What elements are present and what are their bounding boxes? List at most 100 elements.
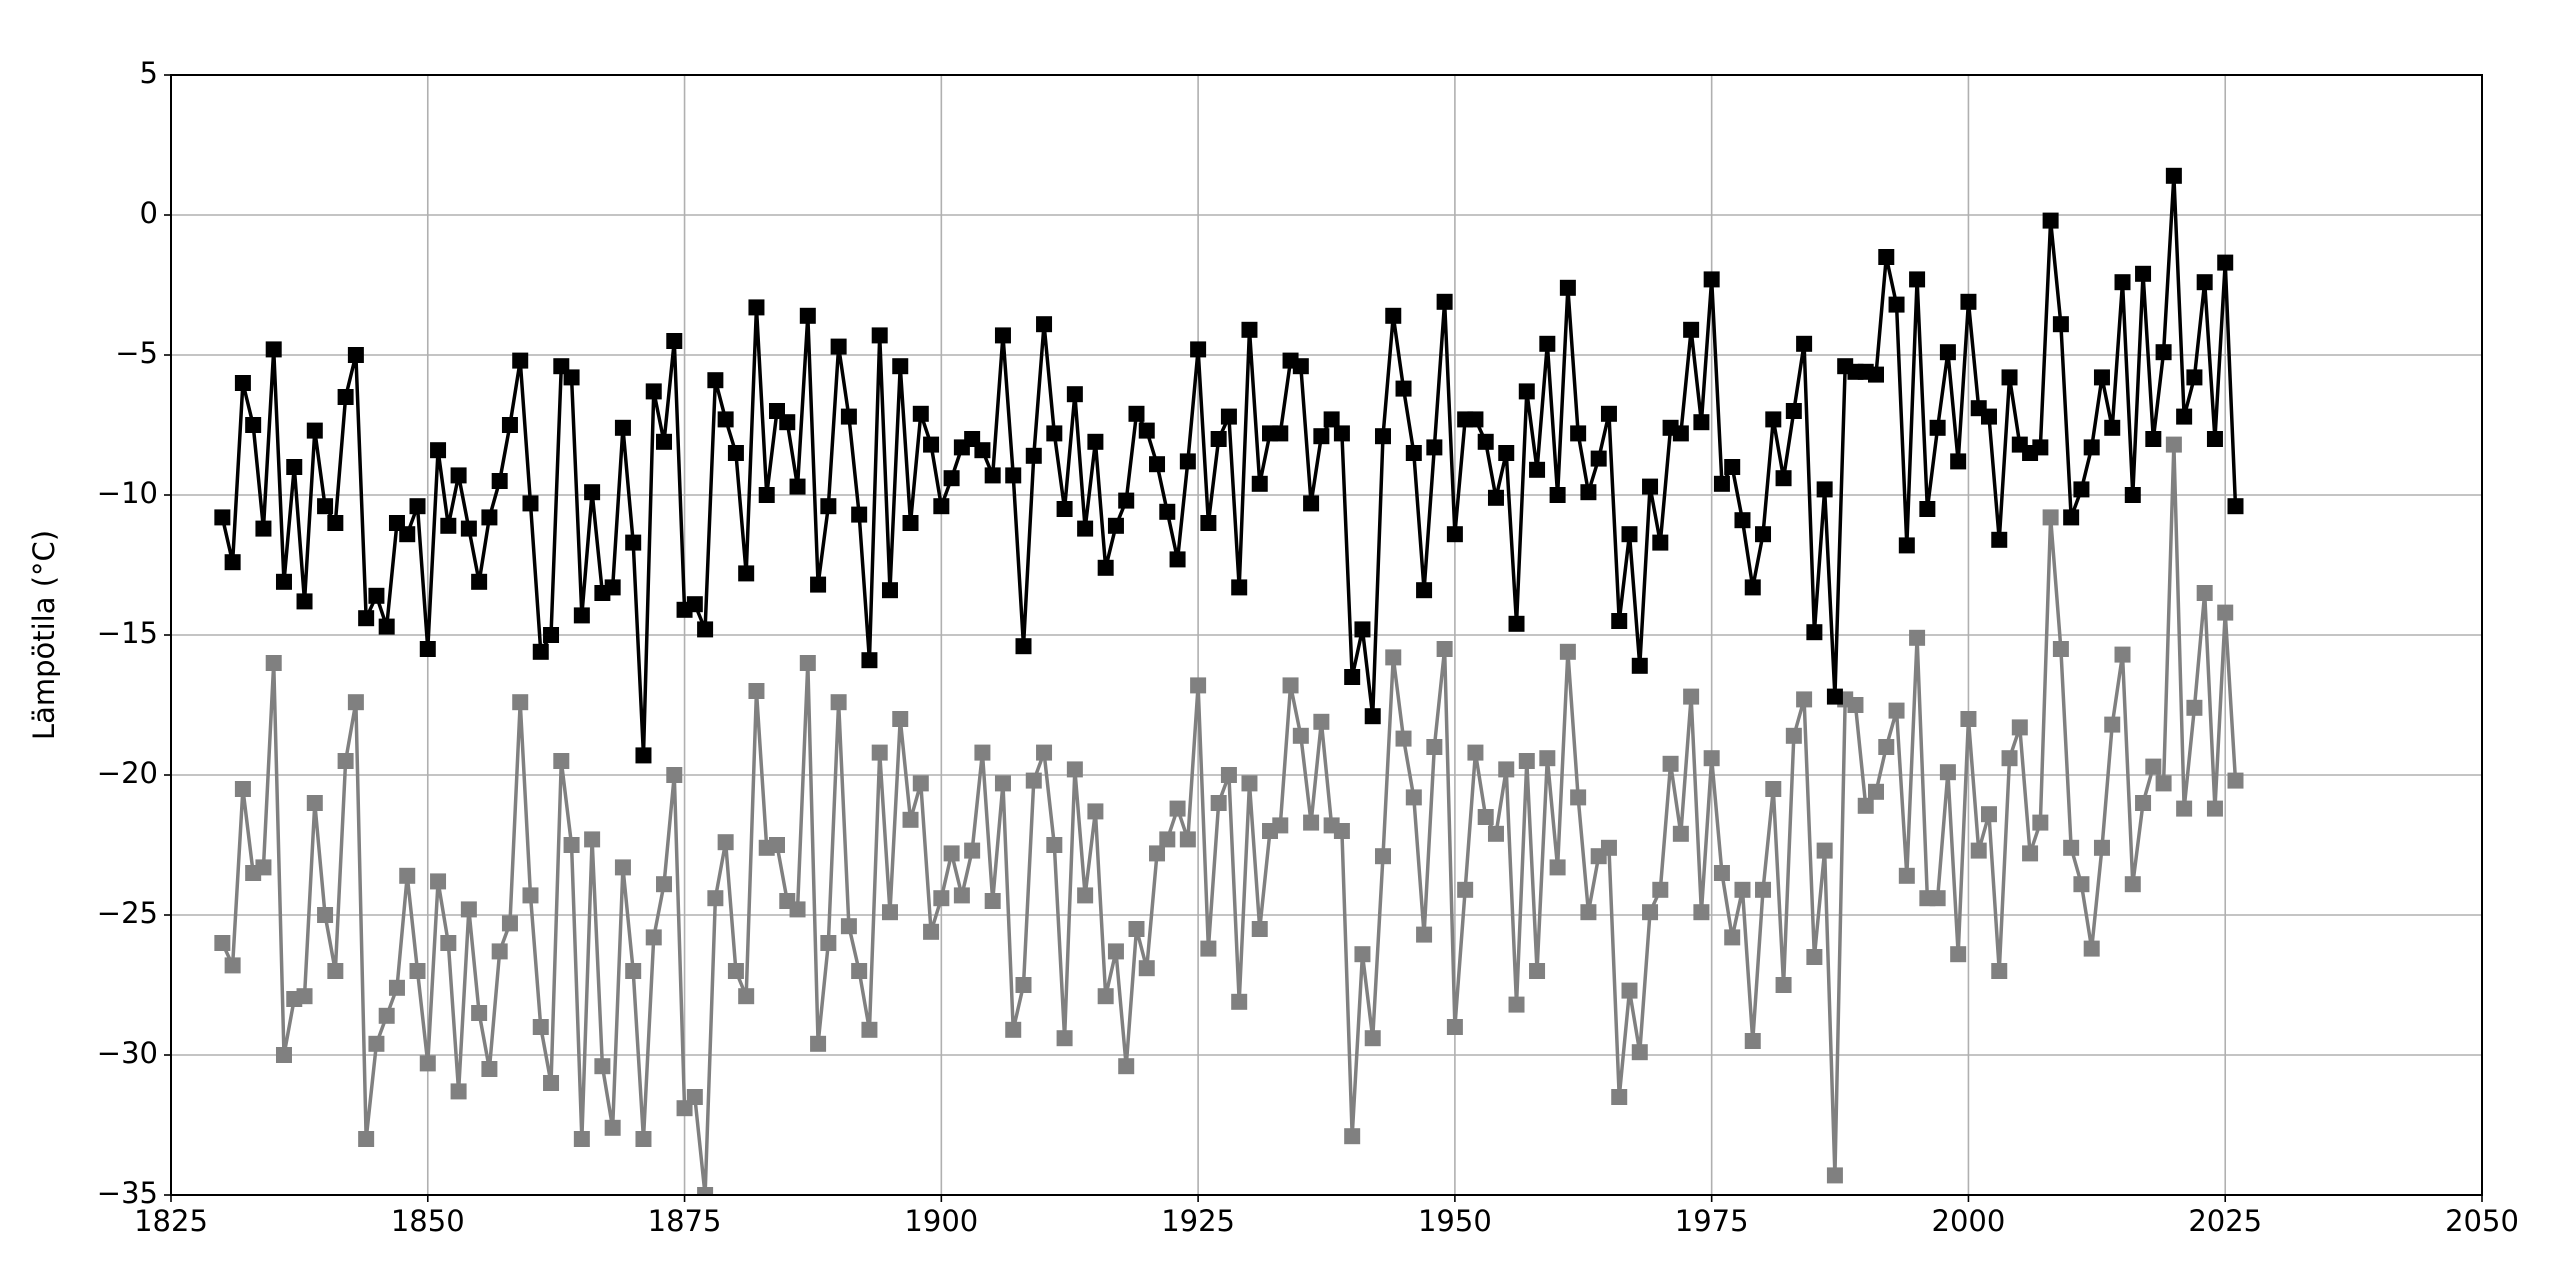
x-tick-label: 1850	[391, 1204, 465, 1238]
marker	[1036, 744, 1053, 761]
marker	[1025, 447, 1042, 464]
marker	[686, 1089, 703, 1105]
marker	[1765, 781, 1782, 797]
axes: 1825 1850 1875 1900 1925 1950 1975 2000 2025 2050…	[97, 56, 2519, 1238]
marker	[2083, 940, 2100, 957]
marker	[912, 775, 929, 792]
marker	[1980, 408, 1997, 425]
marker	[1303, 814, 1320, 831]
marker	[1888, 296, 1905, 313]
y-tick-label: −5	[115, 336, 158, 370]
marker	[306, 795, 323, 811]
marker	[727, 445, 744, 461]
marker	[2155, 775, 2172, 792]
y-tick-label: −20	[97, 756, 158, 790]
marker	[1796, 335, 1813, 352]
marker	[625, 963, 642, 979]
marker	[984, 467, 1001, 484]
series-line	[220, 174, 2238, 758]
marker	[871, 744, 888, 761]
marker	[656, 433, 673, 450]
marker	[1950, 453, 1967, 470]
marker	[830, 338, 847, 355]
marker	[1118, 1058, 1135, 1075]
marker	[1631, 1044, 1648, 1061]
marker	[1498, 761, 1515, 778]
marker	[2032, 439, 2049, 456]
marker	[1241, 321, 1258, 338]
marker	[471, 1005, 488, 1021]
marker	[409, 963, 426, 979]
marker	[2186, 369, 2203, 386]
y-tick-label: −35	[97, 1176, 158, 1210]
marker	[1128, 921, 1145, 937]
marker	[707, 372, 724, 389]
marker	[1272, 817, 1289, 834]
marker	[368, 1035, 385, 1052]
marker	[1631, 657, 1648, 674]
marker	[1149, 845, 1166, 862]
marker	[275, 1047, 292, 1063]
marker	[923, 436, 940, 453]
marker	[1056, 501, 1073, 517]
plot-area	[214, 167, 2244, 1195]
marker	[1662, 755, 1679, 772]
marker	[440, 935, 457, 951]
y-tick-label: −10	[97, 476, 158, 510]
marker	[820, 498, 837, 515]
marker	[1580, 484, 1597, 501]
marker	[1549, 859, 1566, 876]
marker	[317, 498, 334, 515]
marker	[1149, 456, 1166, 473]
x-tick-label: 2025	[2188, 1204, 2262, 1238]
marker	[1128, 405, 1145, 422]
marker	[2052, 641, 2069, 657]
marker	[1744, 579, 1761, 596]
marker	[399, 526, 416, 543]
marker	[532, 643, 549, 660]
marker	[902, 811, 919, 828]
marker	[1600, 839, 1617, 856]
marker	[2217, 254, 2234, 271]
marker	[1292, 358, 1309, 375]
marker	[1313, 713, 1330, 730]
marker	[1282, 677, 1299, 694]
marker	[758, 487, 775, 503]
marker	[1857, 797, 1874, 814]
marker	[1652, 881, 1669, 898]
marker	[851, 963, 868, 979]
marker	[1066, 761, 1083, 778]
marker	[378, 618, 395, 635]
grid	[170, 74, 2483, 1196]
marker	[1785, 403, 1802, 419]
marker	[1806, 624, 1823, 641]
marker	[1457, 881, 1474, 898]
marker	[1446, 1019, 1463, 1035]
x-tick-label: 1875	[648, 1204, 722, 1238]
marker	[656, 876, 673, 893]
marker	[1888, 702, 1905, 719]
marker	[1374, 428, 1391, 445]
marker	[1508, 615, 1525, 632]
marker	[943, 845, 960, 862]
marker	[1405, 445, 1422, 461]
marker	[994, 327, 1011, 344]
marker	[234, 781, 251, 797]
marker	[635, 1131, 652, 1147]
marker	[892, 711, 909, 727]
marker	[1354, 946, 1371, 963]
marker	[1826, 1167, 1843, 1184]
marker	[1580, 904, 1597, 921]
marker	[1642, 904, 1659, 921]
marker	[1097, 559, 1114, 576]
x-tick-label: 2050	[2445, 1204, 2519, 1238]
marker	[2217, 604, 2234, 621]
marker	[512, 694, 529, 711]
marker	[1755, 526, 1772, 543]
marker	[768, 837, 785, 853]
marker	[881, 904, 898, 921]
marker	[1220, 767, 1237, 783]
marker	[1878, 249, 1895, 265]
marker	[522, 887, 539, 904]
marker	[286, 459, 303, 475]
